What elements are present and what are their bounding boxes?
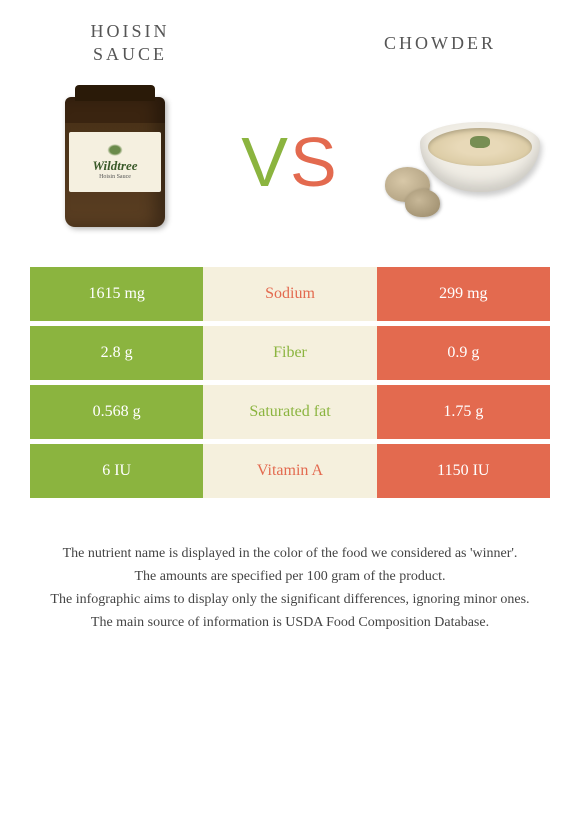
footer-line: The main source of information is USDA F… <box>35 612 545 633</box>
footer-line: The infographic aims to display only the… <box>35 589 545 610</box>
header: Hoisin sauce Chowder <box>0 0 580 77</box>
nutrient-label: Sodium <box>203 267 376 321</box>
nutrient-label: Fiber <box>203 326 376 380</box>
chowder-bowl-icon <box>390 102 540 222</box>
left-value: 2.8 g <box>30 326 203 380</box>
vs-s: S <box>290 123 339 201</box>
right-value: 1.75 g <box>377 385 550 439</box>
right-value: 0.9 g <box>377 326 550 380</box>
comparison-table: 1615 mgSodium299 mg2.8 gFiber0.9 g0.568 … <box>0 267 580 498</box>
right-food-title: Chowder <box>360 32 520 55</box>
table-row: 6 IUVitamin A1150 IU <box>30 444 550 498</box>
footer-line: The amounts are specified per 100 gram o… <box>35 566 545 587</box>
nutrient-label: Vitamin A <box>203 444 376 498</box>
left-value: 6 IU <box>30 444 203 498</box>
right-value: 299 mg <box>377 267 550 321</box>
left-value: 0.568 g <box>30 385 203 439</box>
left-value: 1615 mg <box>30 267 203 321</box>
left-food-image: Wildtree Hoisin Sauce <box>40 87 190 237</box>
jar-brand: Wildtree <box>92 158 137 174</box>
right-value: 1150 IU <box>377 444 550 498</box>
vs-v: V <box>241 123 290 201</box>
footer-notes: The nutrient name is displayed in the co… <box>0 503 580 633</box>
table-row: 1615 mgSodium299 mg <box>30 267 550 321</box>
images-row: Wildtree Hoisin Sauce VS <box>0 77 580 267</box>
right-food-image <box>390 87 540 237</box>
jar-subtitle: Hoisin Sauce <box>99 174 131 180</box>
table-row: 2.8 gFiber0.9 g <box>30 326 550 380</box>
hoisin-jar-icon: Wildtree Hoisin Sauce <box>65 97 165 227</box>
table-row: 0.568 gSaturated fat1.75 g <box>30 385 550 439</box>
nutrient-label: Saturated fat <box>203 385 376 439</box>
footer-line: The nutrient name is displayed in the co… <box>35 543 545 564</box>
vs-label: VS <box>241 122 338 202</box>
left-food-title: Hoisin sauce <box>60 20 200 67</box>
